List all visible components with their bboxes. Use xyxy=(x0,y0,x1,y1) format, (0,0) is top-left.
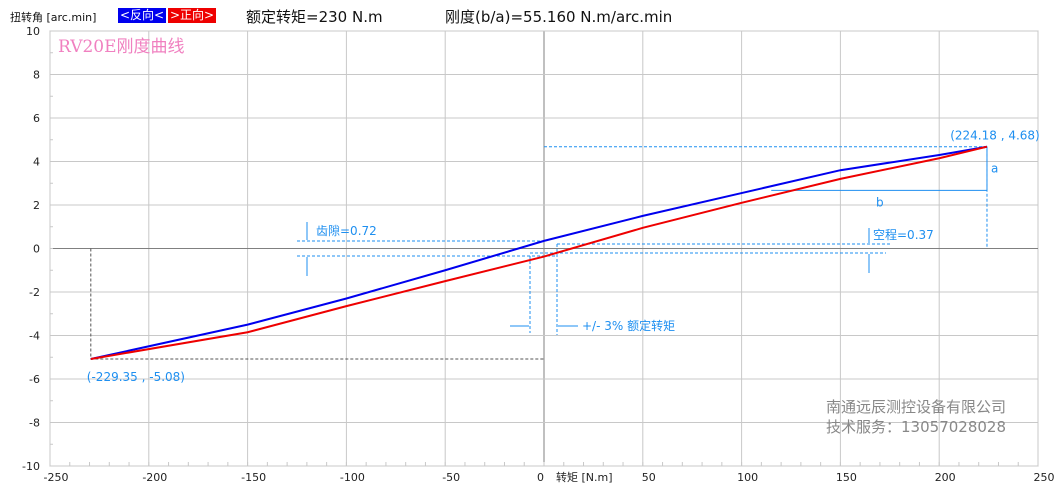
backlash-label: 齿隙=0.72 xyxy=(316,224,377,238)
y-tick-label: 6 xyxy=(33,112,40,125)
y-tick-label: -4 xyxy=(29,330,40,343)
y-axis-title: 扭转角 [arc.min] xyxy=(10,11,97,24)
legend-reverse: <反向< xyxy=(118,8,167,23)
x-tick-label: -250 xyxy=(44,471,69,484)
x-tick-label: -100 xyxy=(340,471,365,484)
label-b: b xyxy=(876,195,884,209)
torque-band-label: +/- 3% 额定转矩 xyxy=(582,318,675,333)
y-tick-label: -6 xyxy=(29,373,40,386)
legend-forward: >正向> xyxy=(168,8,217,23)
chart-title: RV20E刚度曲线 xyxy=(58,37,185,57)
series-line-forward xyxy=(90,145,988,360)
start-point-label: (-229.35 , -5.08) xyxy=(87,370,185,384)
y-tick-label: 10 xyxy=(26,25,40,38)
watermark-service: 技术服务：13057028028 xyxy=(826,418,1006,436)
lost-motion-label: 空程=0.37 xyxy=(873,227,934,242)
label-a: a xyxy=(991,162,998,176)
x-tick-label: 250 xyxy=(1034,471,1055,484)
x-tick-label: 200 xyxy=(935,471,956,484)
x-tick-label: -200 xyxy=(142,471,167,484)
start-guide xyxy=(90,248,544,360)
series-line-reverse xyxy=(90,145,988,360)
end-point-label: (224.18 , 4.68) xyxy=(950,129,1040,143)
y-tick-label: -10 xyxy=(22,460,40,473)
x-tick-label: -50 xyxy=(442,471,460,484)
x-tick-label: 0 xyxy=(537,471,544,484)
stiffness-value: 刚度(b/a)=55.160 N.m/arc.min xyxy=(445,8,673,26)
rated-torque: 额定转矩=230 N.m xyxy=(246,8,383,26)
watermark-company: 南通远辰测控设备有限公司 xyxy=(826,398,1006,416)
stiffness-triangle xyxy=(771,146,988,191)
x-tick-label: 100 xyxy=(737,471,758,484)
x-tick-label: 150 xyxy=(836,471,857,484)
y-tick-label: 8 xyxy=(33,69,40,82)
y-tick-label: -8 xyxy=(29,417,40,430)
y-tick-label: -2 xyxy=(29,286,40,299)
y-tick-label: 2 xyxy=(33,199,40,212)
y-tick-label: 4 xyxy=(33,156,40,169)
x-axis-label: 转矩 [N.m] xyxy=(556,470,613,484)
x-tick-label: -150 xyxy=(241,471,266,484)
y-tick-label: 0 xyxy=(33,243,40,256)
x-tick-label: 50 xyxy=(642,471,656,484)
